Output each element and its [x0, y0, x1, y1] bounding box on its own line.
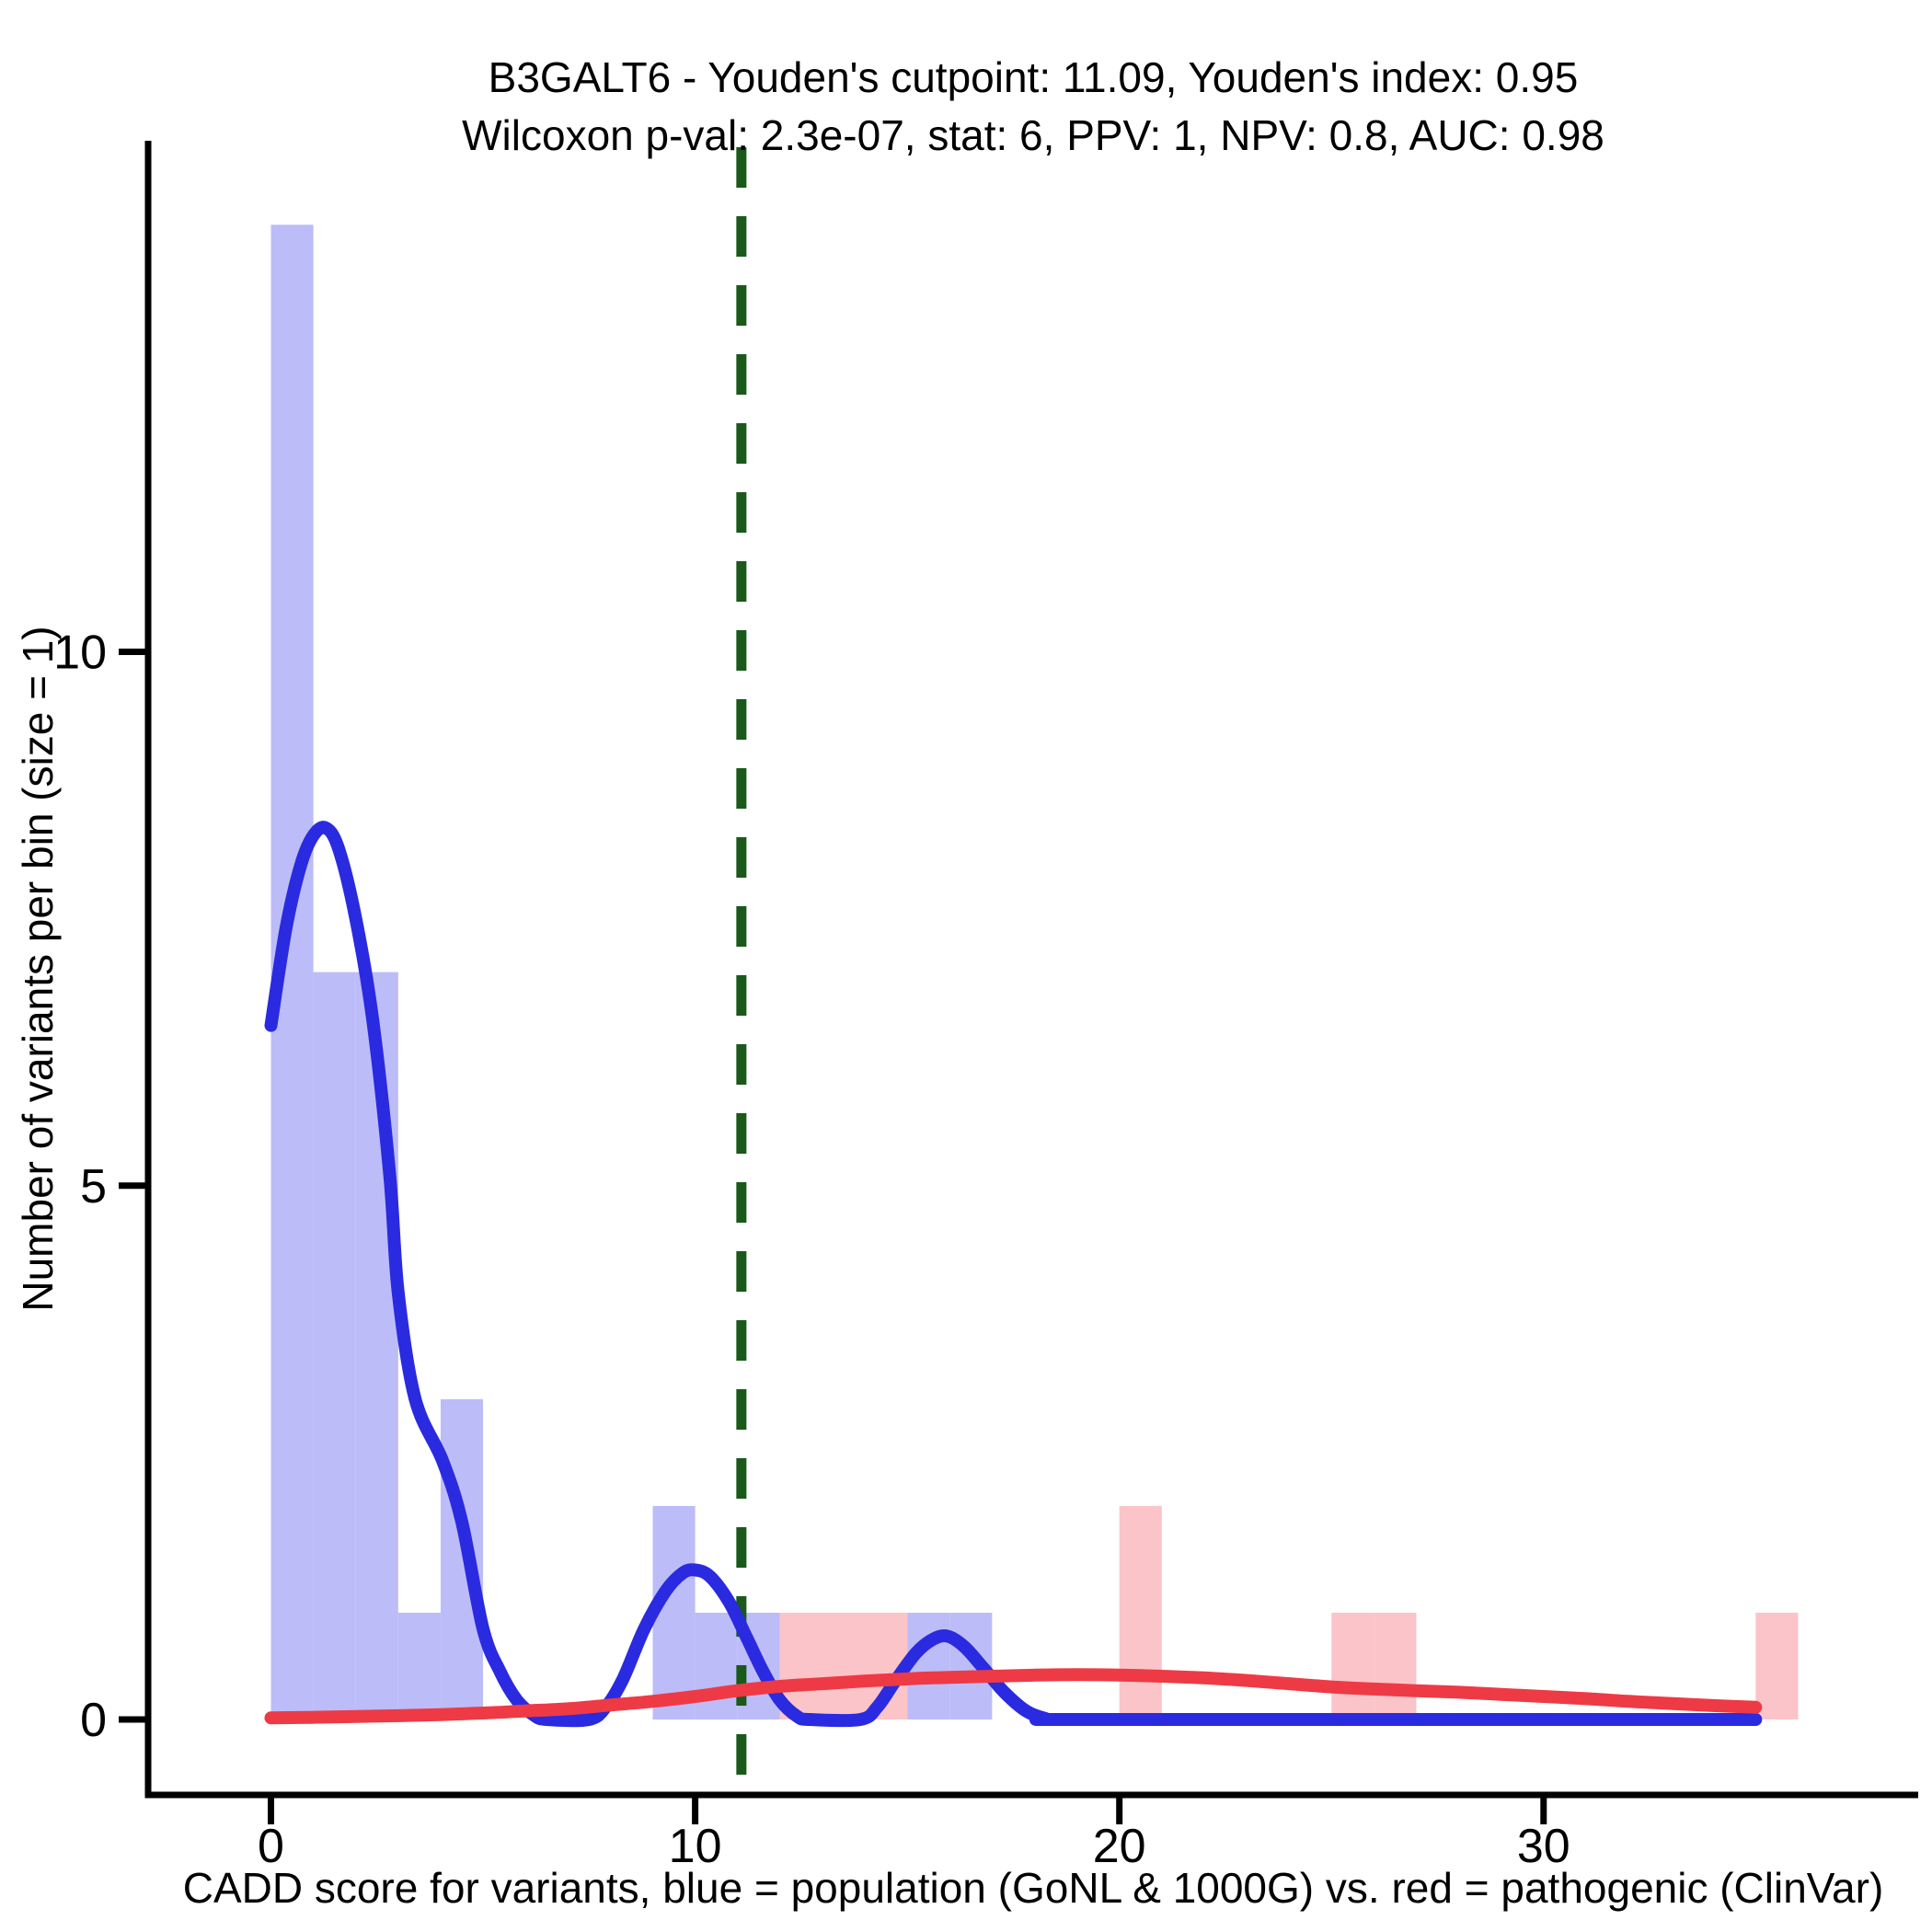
histogram-bar-red [1755, 1612, 1799, 1719]
histogram-bar-red [822, 1612, 866, 1719]
histogram-bars-layer [270, 224, 1799, 1719]
axes-layer: 0 10 20 30 0 5 10 [53, 141, 1918, 1873]
histogram-bar-blue [397, 1612, 441, 1719]
y-tick-label: 0 [80, 1694, 107, 1747]
blue-density-curve [264, 821, 1763, 1728]
density-curves-layer [264, 821, 1763, 1728]
histogram-bar-blue [440, 1398, 484, 1719]
x-tick-label: 10 [669, 1820, 722, 1873]
y-tick-label: 10 [53, 627, 107, 680]
histogram-bar-blue [313, 972, 356, 1719]
red-density-curve [264, 1668, 1763, 1725]
x-tick-label: 0 [258, 1820, 284, 1873]
chart-title-line1: B3GALT6 - Youden's cutpoint: 11.09, Youd… [489, 53, 1579, 101]
histogram-bar-red [1119, 1505, 1162, 1719]
x-tick-label: 30 [1517, 1820, 1570, 1873]
histogram-bar-red [1374, 1612, 1417, 1719]
histogram-bar-blue [695, 1612, 738, 1719]
x-tick-label: 20 [1093, 1820, 1146, 1873]
histogram-bar-red [1331, 1612, 1374, 1719]
chart-title-line2: Wilcoxon p-val: 2.3e-07, stat: 6, PPV: 1… [462, 111, 1604, 159]
y-tick-label: 5 [80, 1160, 107, 1213]
x-axis-label: CADD score for variants, blue = populati… [183, 1864, 1884, 1912]
y-axis-label: Number of variants per bin (size = 1) [14, 626, 62, 1311]
